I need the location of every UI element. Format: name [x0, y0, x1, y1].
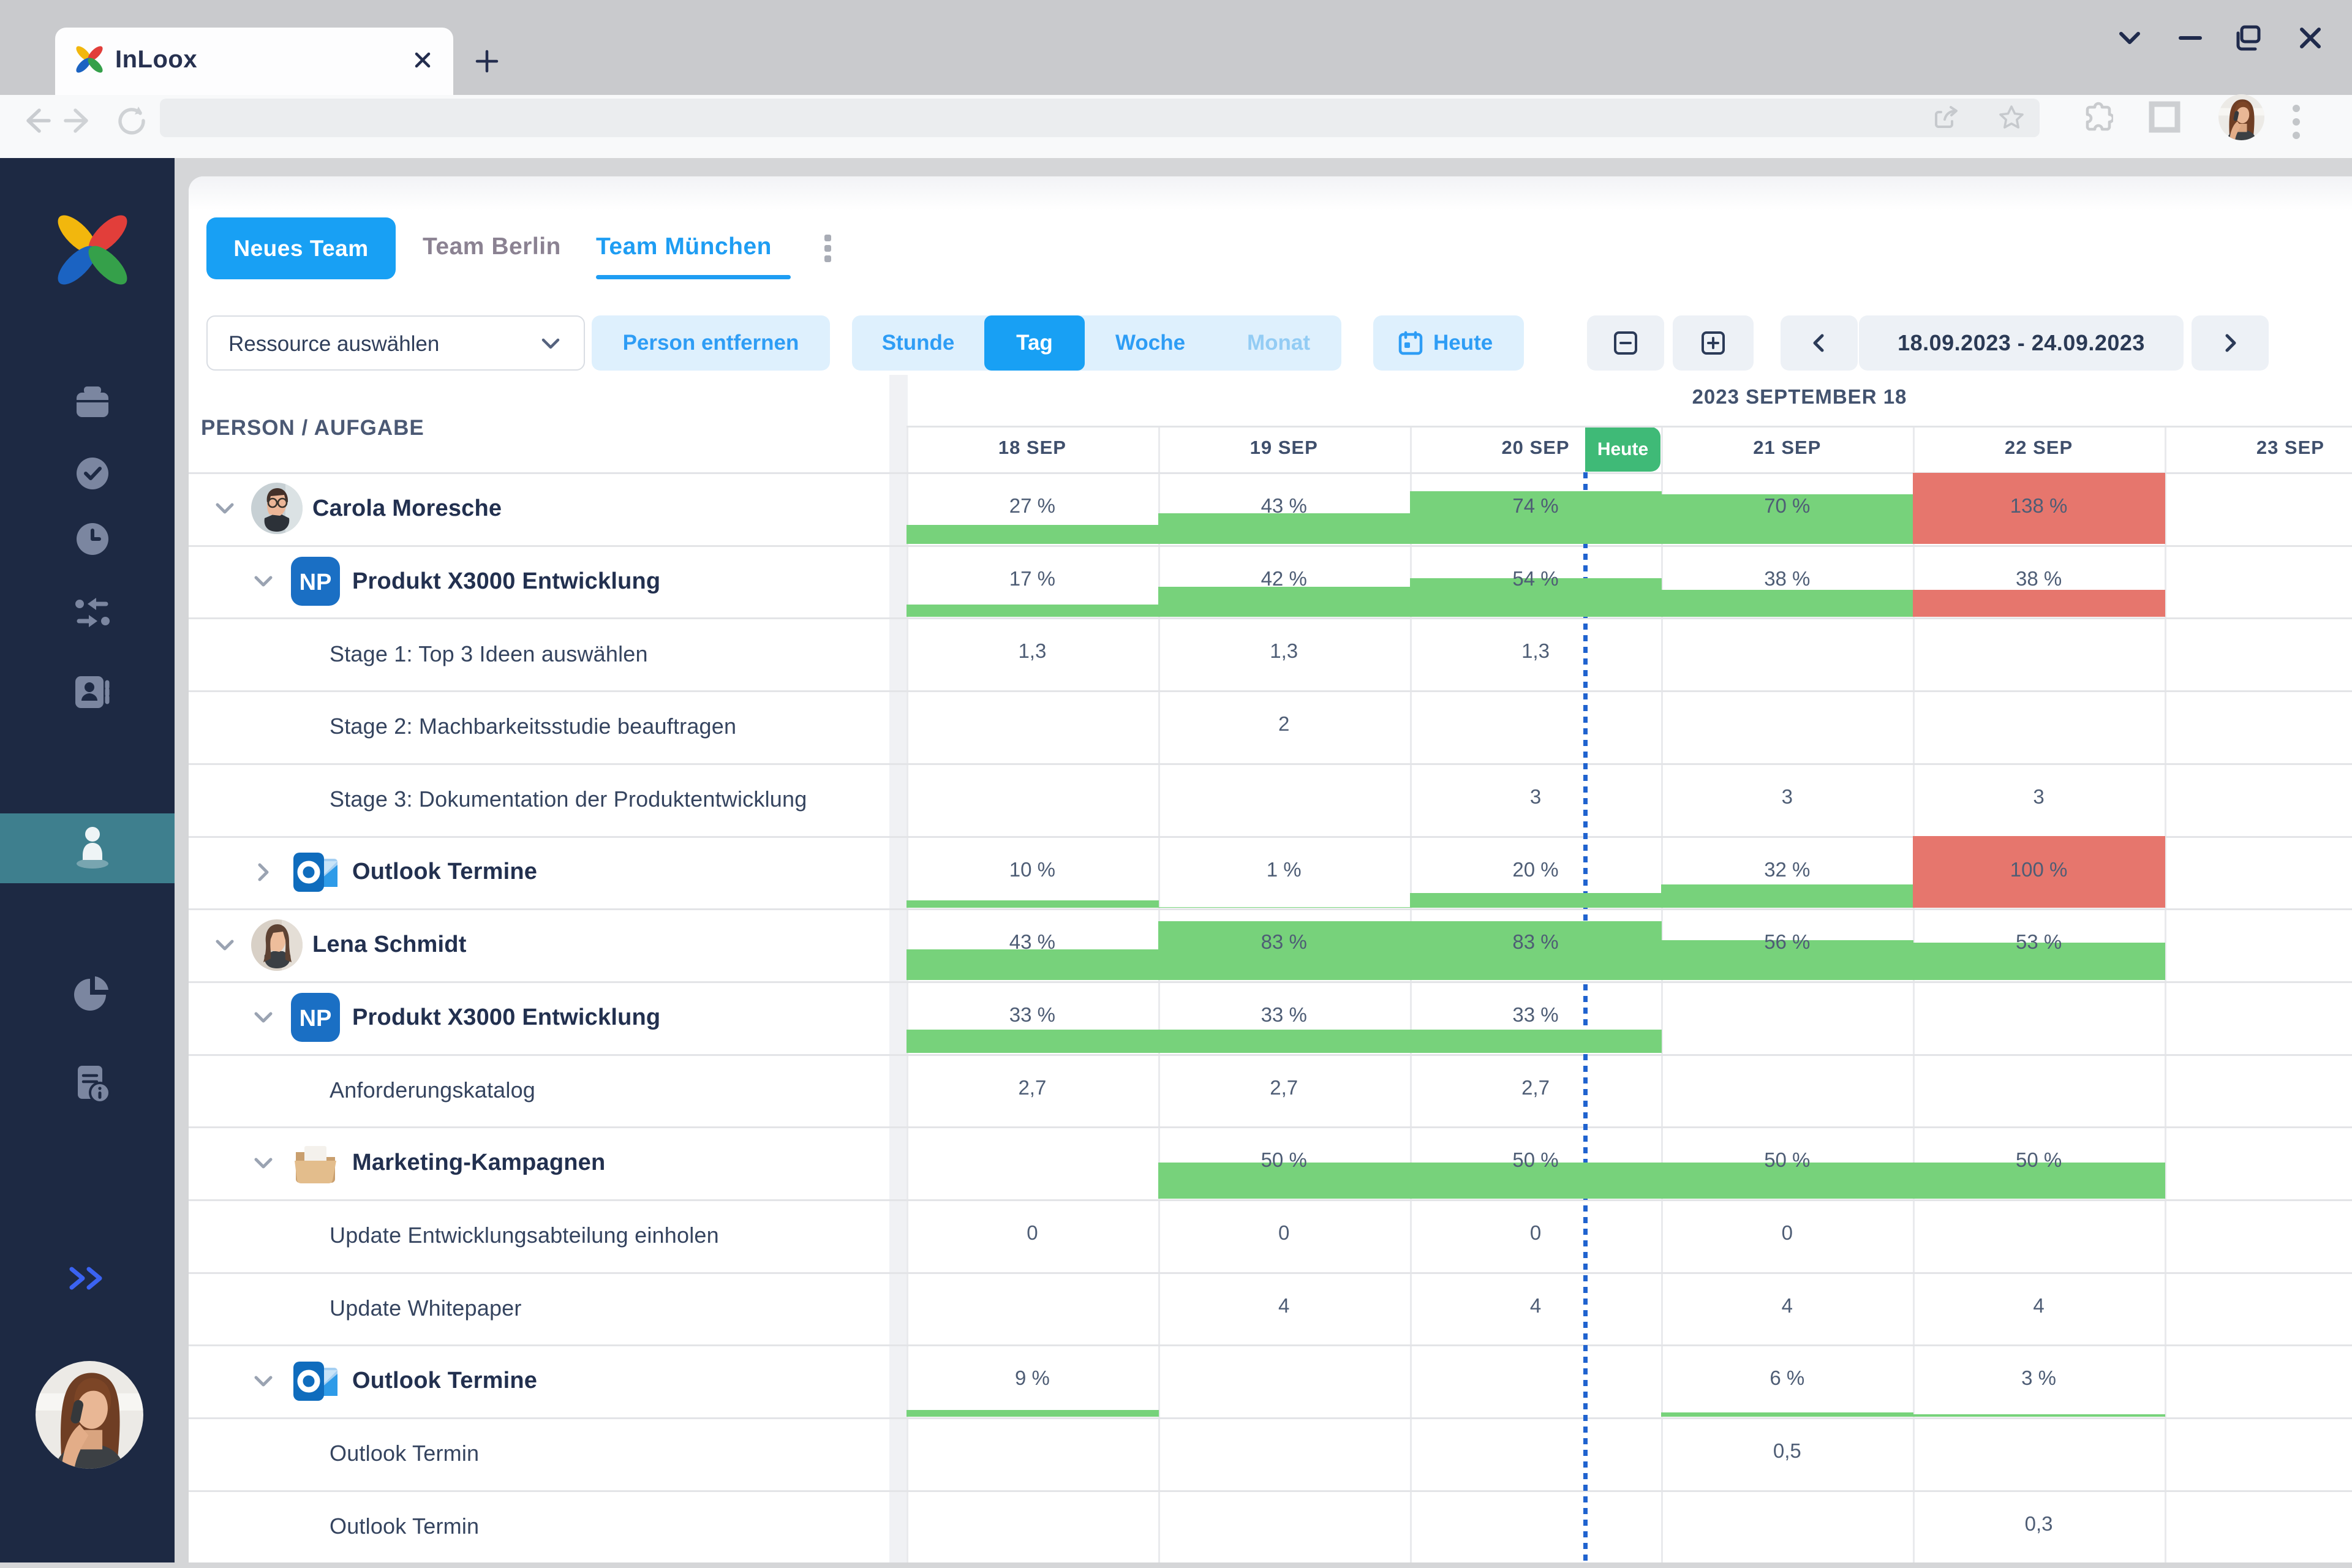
- app-sidebar: [0, 158, 175, 1562]
- sidebar-user-avatar[interactable]: [36, 1361, 143, 1469]
- grid-left-header: PERSON / AUFGABE: [201, 416, 424, 440]
- minimize-icon[interactable]: [2176, 23, 2205, 53]
- team-tabs-menu-dot: [824, 245, 831, 252]
- browser-menu-kebab-dot: [2293, 118, 2300, 126]
- tab-title: InLoox: [115, 46, 198, 73]
- time-scale-segmented: Stunde Tag Woche Monat: [852, 315, 1341, 371]
- new-tab-icon[interactable]: [472, 47, 502, 76]
- inloox-favicon-icon: [76, 46, 103, 73]
- sidebar-item-contacts[interactable]: [70, 670, 115, 714]
- date-range-display[interactable]: 18.09.2023 - 24.09.2023: [1859, 315, 2184, 371]
- resources-person-icon: [77, 827, 108, 869]
- back-icon[interactable]: [17, 103, 53, 138]
- resource-select-dropdown[interactable]: Ressource auswählen: [206, 315, 585, 371]
- tab-team-muenchen[interactable]: Team München: [596, 233, 772, 260]
- resource-select-label: Ressource auswählen: [228, 332, 440, 356]
- close-window-icon[interactable]: [2296, 23, 2325, 53]
- zoom-out-button[interactable]: [1587, 315, 1664, 371]
- today-badge: Heute: [1585, 427, 1660, 472]
- team-tabs-menu-kebab-icon[interactable]: [824, 235, 831, 241]
- duplicate-window-icon[interactable]: [2233, 23, 2263, 53]
- browser-tab[interactable]: InLoox: [55, 28, 453, 95]
- sidebar-item-resources-active[interactable]: [0, 813, 175, 883]
- prev-period-button[interactable]: [1781, 315, 1858, 371]
- browser-navbar: [0, 94, 2352, 158]
- plus-square-icon: [1702, 331, 1725, 355]
- window-frame-icon[interactable]: [2146, 99, 2183, 135]
- browser-menu-kebab-dot: [2293, 132, 2300, 139]
- address-bar[interactable]: [160, 99, 2040, 137]
- scale-option-woche[interactable]: Woche: [1115, 331, 1186, 355]
- sidebar-avatar-image: [36, 1361, 143, 1469]
- next-period-button[interactable]: [2192, 315, 2269, 371]
- today-button-label: Heute: [1433, 331, 1493, 355]
- sidebar-item-time[interactable]: [70, 517, 115, 561]
- minus-square-icon: [1614, 331, 1637, 355]
- grid-gutter: [889, 375, 908, 1562]
- bookmark-star-icon[interactable]: [1997, 104, 2026, 132]
- scale-option-stunde[interactable]: Stunde: [881, 331, 955, 355]
- sidebar-item-workflows[interactable]: [70, 590, 115, 635]
- sidebar-item-reports[interactable]: [70, 970, 115, 1014]
- month-label: 2023 SEPTEMBER 18: [1692, 385, 1907, 408]
- browser-menu-kebab-icon[interactable]: [2293, 105, 2300, 112]
- reload-icon[interactable]: [115, 103, 151, 138]
- share-icon[interactable]: [1932, 104, 1961, 132]
- collapse-chevron-icon[interactable]: [2115, 23, 2144, 53]
- active-tab-underline: [596, 275, 791, 279]
- zoom-in-button[interactable]: [1673, 315, 1754, 371]
- sidebar-expand-icon[interactable]: [64, 1264, 113, 1292]
- sidebar-item-tasks[interactable]: [70, 451, 115, 496]
- sidebar-item-projects[interactable]: [70, 379, 115, 423]
- panel-top-band: [189, 176, 2352, 211]
- main-panel: [189, 176, 2352, 1562]
- forward-icon[interactable]: [62, 103, 97, 138]
- scale-option-monat-disabled[interactable]: Monat: [1246, 331, 1311, 355]
- browser-topbar: InLoox: [0, 0, 2352, 95]
- remove-person-button[interactable]: Person entfernen: [592, 315, 830, 371]
- scale-option-tag-active[interactable]: Tag: [984, 315, 1085, 371]
- browser-profile-avatar[interactable]: [2218, 94, 2264, 140]
- tab-team-berlin[interactable]: Team Berlin: [423, 233, 561, 260]
- new-team-button[interactable]: Neues Team: [206, 217, 396, 279]
- close-tab-icon[interactable]: [408, 45, 437, 75]
- today-button[interactable]: Heute: [1373, 315, 1524, 371]
- sidebar-item-documents[interactable]: [70, 1061, 115, 1105]
- profile-avatar-image: [2218, 94, 2264, 140]
- chevron-left-icon: [1813, 334, 1824, 352]
- extensions-puzzle-icon[interactable]: [2076, 99, 2113, 135]
- calendar-icon: [1398, 331, 1423, 355]
- chevron-down-icon: [541, 338, 560, 349]
- inloox-logo: [58, 215, 127, 285]
- chevron-right-icon: [2225, 334, 2236, 352]
- team-tabs-menu-dot: [824, 255, 831, 262]
